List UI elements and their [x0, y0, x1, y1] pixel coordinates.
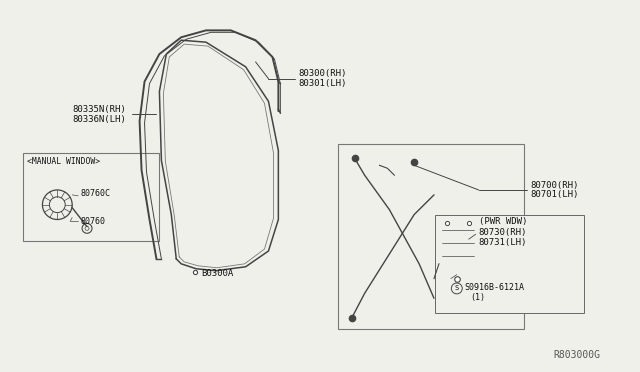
- Text: 80760: 80760: [80, 217, 105, 226]
- Text: 80336N(LH): 80336N(LH): [72, 115, 126, 124]
- Bar: [338, 144, 524, 329]
- Text: 80301(LH): 80301(LH): [298, 79, 347, 88]
- Text: 80700(RH): 80700(RH): [530, 180, 579, 189]
- Text: S: S: [454, 285, 459, 291]
- Text: S0916B-6121A: S0916B-6121A: [465, 283, 525, 292]
- Text: 80335N(RH): 80335N(RH): [72, 105, 126, 114]
- Text: R803000G: R803000G: [553, 350, 600, 360]
- FancyBboxPatch shape: [438, 217, 477, 270]
- Text: 80300(RH): 80300(RH): [298, 69, 347, 78]
- Text: 80701(LH): 80701(LH): [530, 190, 579, 199]
- Bar: [22, 153, 159, 241]
- Text: (1): (1): [470, 293, 486, 302]
- Bar: [435, 215, 584, 313]
- Text: <MANUAL WINDOW>: <MANUAL WINDOW>: [27, 157, 100, 166]
- Text: 80731(LH): 80731(LH): [479, 238, 527, 247]
- Text: (PWR WDW): (PWR WDW): [479, 217, 527, 226]
- Text: 80730(RH): 80730(RH): [479, 228, 527, 237]
- Text: B0300A: B0300A: [201, 269, 234, 278]
- Text: 80760C: 80760C: [80, 189, 110, 198]
